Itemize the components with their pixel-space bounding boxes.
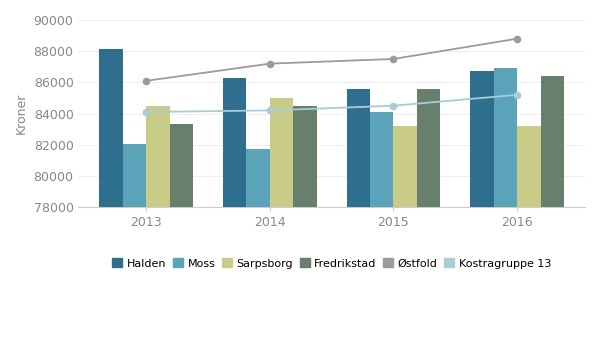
Bar: [123, 144, 146, 338]
Bar: [247, 149, 270, 338]
Bar: [470, 71, 494, 338]
Y-axis label: Kroner: Kroner: [15, 93, 28, 134]
Bar: [370, 112, 394, 338]
Bar: [270, 98, 293, 338]
Bar: [394, 126, 417, 338]
Bar: [494, 68, 517, 338]
Bar: [293, 106, 317, 338]
Bar: [541, 76, 564, 338]
Bar: [417, 89, 440, 338]
Legend: Halden, Moss, Sarpsborg, Fredrikstad, Østfold, Kostragruppe 13: Halden, Moss, Sarpsborg, Fredrikstad, Øs…: [108, 254, 556, 273]
Bar: [146, 106, 170, 338]
Bar: [170, 124, 193, 338]
Bar: [100, 49, 123, 338]
Bar: [347, 89, 370, 338]
Bar: [517, 126, 541, 338]
Bar: [223, 78, 247, 338]
